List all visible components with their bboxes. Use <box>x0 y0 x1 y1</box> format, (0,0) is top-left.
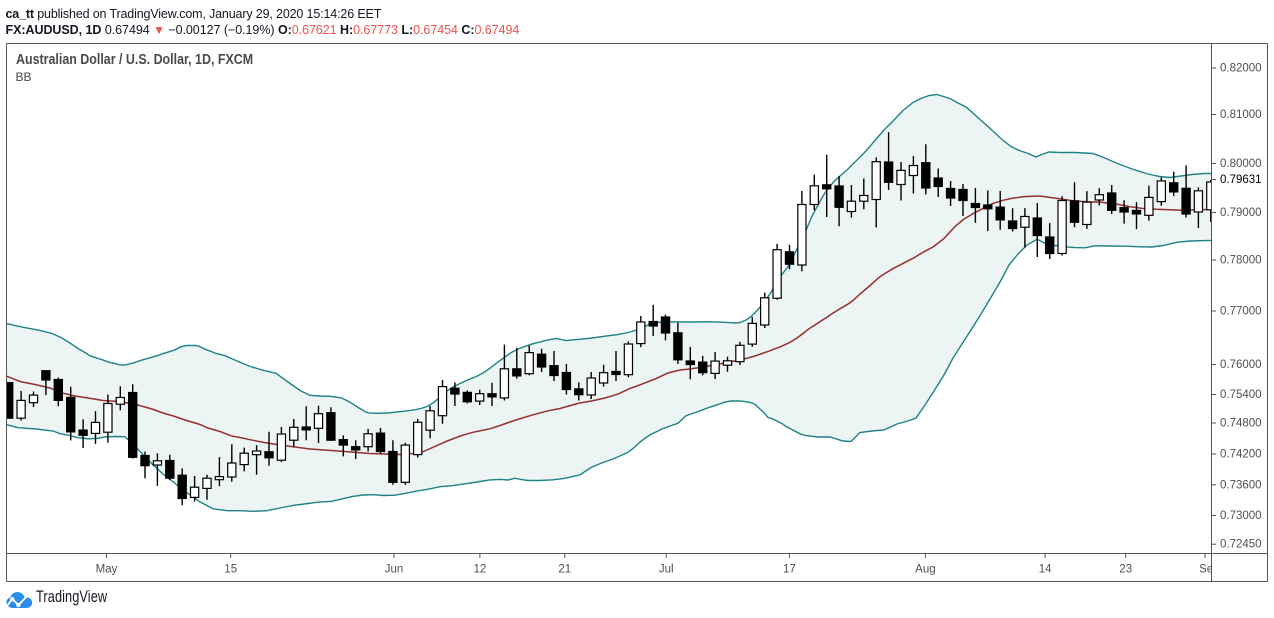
svg-text:May: May <box>96 564 118 576</box>
svg-text:0.79000: 0.79000 <box>1220 207 1262 219</box>
svg-text:0.77000: 0.77000 <box>1220 306 1262 318</box>
svg-text:14: 14 <box>1039 564 1052 576</box>
svg-text:0.72450: 0.72450 <box>1220 539 1262 551</box>
svg-text:21: 21 <box>558 564 571 576</box>
svg-text:Jun: Jun <box>385 564 404 576</box>
svg-text:Aug: Aug <box>915 564 935 576</box>
svg-text:0.75400: 0.75400 <box>1220 389 1262 401</box>
svg-text:0.80000: 0.80000 <box>1220 158 1262 170</box>
svg-text:0.81000: 0.81000 <box>1220 109 1262 121</box>
svg-text:17: 17 <box>783 564 796 576</box>
svg-text:15: 15 <box>224 564 237 576</box>
svg-text:0.74800: 0.74800 <box>1220 418 1262 430</box>
svg-text:Sep: Sep <box>1199 564 1219 576</box>
svg-text:Jul: Jul <box>659 564 674 576</box>
svg-text:0.76000: 0.76000 <box>1220 359 1262 371</box>
svg-text:0.73600: 0.73600 <box>1220 479 1262 491</box>
svg-text:12: 12 <box>474 564 487 576</box>
svg-text:23: 23 <box>1119 564 1132 576</box>
svg-text:0.78000: 0.78000 <box>1220 255 1262 267</box>
svg-text:0.73000: 0.73000 <box>1220 510 1262 522</box>
svg-text:0.82000: 0.82000 <box>1220 63 1262 75</box>
svg-text:0.74200: 0.74200 <box>1220 449 1262 461</box>
svg-text:0.79631: 0.79631 <box>1220 174 1262 186</box>
